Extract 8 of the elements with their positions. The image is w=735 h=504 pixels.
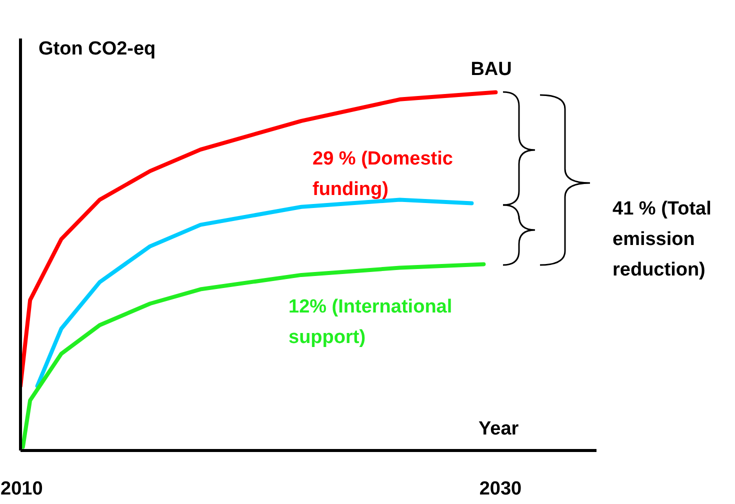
annotation: 12% (International support)	[288, 296, 452, 348]
x-tick-label: 2010	[0, 478, 43, 500]
x-tick-label: 2030	[479, 478, 522, 500]
series-label: BAU	[470, 59, 512, 80]
annotation: 29 % (Domestic funding)	[312, 148, 454, 200]
y-axis-title: Gton CO2-eq	[38, 38, 156, 60]
text: 41 % (Total emission reduction)	[612, 198, 712, 280]
x-axis-title: Year	[478, 418, 520, 440]
